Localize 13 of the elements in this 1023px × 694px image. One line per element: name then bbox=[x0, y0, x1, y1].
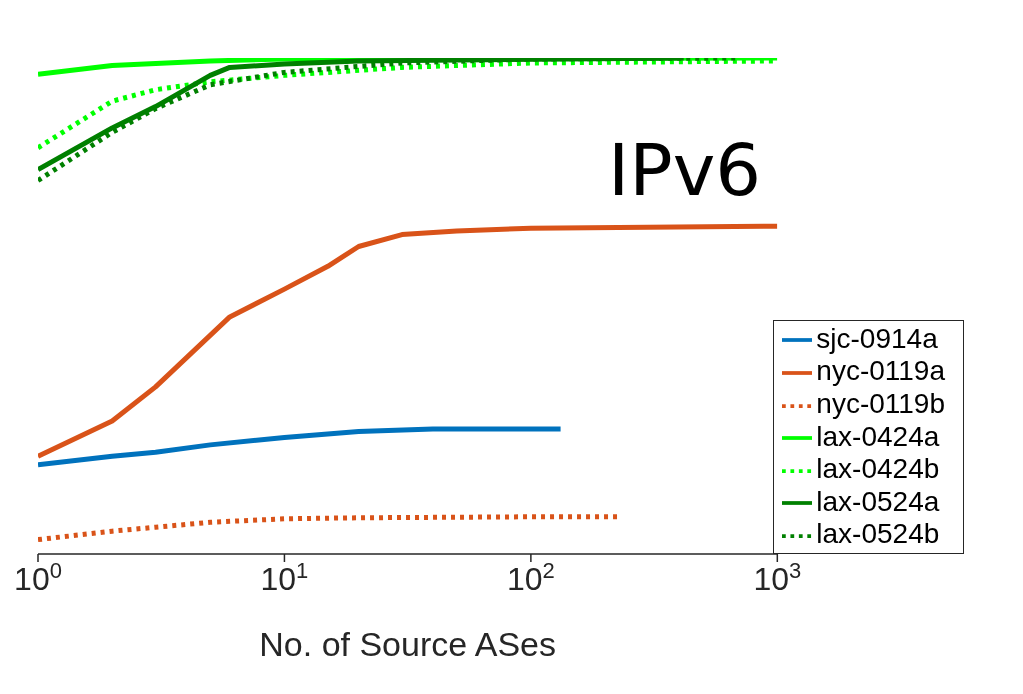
legend-label: nyc-0119b bbox=[816, 387, 945, 419]
legend-label: sjc-0914a bbox=[816, 322, 938, 354]
annotation: IPv6 bbox=[608, 128, 762, 212]
legend-label: lax-0424a bbox=[816, 420, 940, 452]
x-tick-label: 10$^{2}$ bbox=[506, 557, 555, 597]
legend-label: lax-0524b bbox=[816, 518, 940, 550]
x-tick-label: 10$^{0}$ bbox=[14, 557, 62, 597]
legend-label: lax-0424b bbox=[816, 453, 940, 485]
x-tick-label: 10$^{1}$ bbox=[260, 557, 309, 597]
x-axis-title: No. of Source ASes bbox=[259, 625, 557, 663]
x-tick-label: 10$^{3}$ bbox=[753, 557, 802, 597]
legend-label: lax-0524a bbox=[816, 485, 940, 517]
legend-label: nyc-0119a bbox=[816, 355, 945, 387]
